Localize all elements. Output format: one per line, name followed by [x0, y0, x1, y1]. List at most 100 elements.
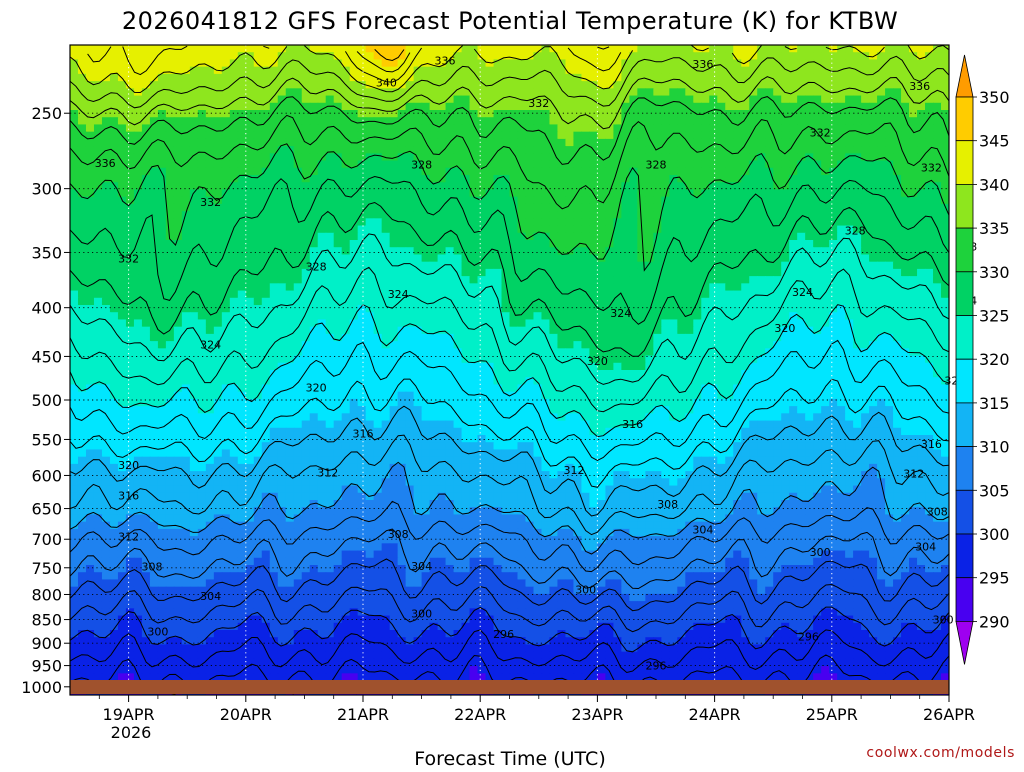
theta-cell: [421, 211, 431, 219]
theta-cell: [789, 95, 798, 104]
theta-cell: [933, 175, 942, 183]
theta-cell: [277, 240, 287, 248]
theta-cell: [477, 218, 487, 227]
theta-cell: [549, 117, 559, 126]
theta-cell: [597, 240, 606, 248]
theta-cell: [909, 355, 918, 364]
theta-cell: [661, 175, 670, 183]
theta-cell: [429, 290, 439, 299]
theta-cell: [629, 66, 638, 75]
theta-cell: [517, 268, 527, 277]
theta-cell: [485, 312, 495, 321]
theta-cell: [389, 88, 399, 97]
theta-cell: [677, 117, 686, 126]
theta-cell: [709, 102, 718, 111]
theta-cell: [349, 175, 359, 183]
theta-cell: [789, 348, 798, 357]
theta-cell: [333, 218, 343, 227]
theta-cell: [741, 297, 750, 306]
theta-cell: [533, 261, 543, 270]
theta-cell: [70, 232, 79, 241]
theta-cell: [317, 59, 327, 68]
theta-cell: [245, 276, 255, 284]
theta-cell: [333, 283, 343, 292]
theta-cell: [493, 225, 503, 234]
theta-cell: [701, 261, 710, 270]
theta-cell: [285, 370, 295, 378]
theta-cell: [125, 261, 135, 270]
theta-cell: [917, 102, 926, 111]
theta-cell: [589, 182, 598, 191]
theta-cell: [405, 196, 415, 205]
theta-cell: [173, 182, 183, 191]
theta-cell: [165, 341, 175, 349]
theta-cell: [909, 232, 918, 241]
theta-cell: [837, 88, 846, 97]
theta-cell: [165, 355, 175, 364]
theta-cell: [413, 240, 423, 248]
theta-cell: [325, 124, 335, 133]
theta-cell: [261, 153, 271, 162]
theta-cell: [493, 131, 503, 140]
theta-cell: [485, 52, 495, 61]
theta-cell: [813, 290, 822, 299]
theta-cell: [357, 167, 367, 176]
theta-cell: [901, 182, 910, 191]
theta-cell: [141, 131, 151, 140]
theta-cell: [909, 312, 918, 321]
theta-cell: [397, 110, 407, 118]
theta-cell: [661, 189, 670, 198]
theta-cell: [365, 211, 375, 219]
theta-cell: [621, 117, 630, 126]
theta-cell: [677, 189, 686, 198]
theta-cell: [549, 182, 559, 191]
theta-cell: [149, 362, 159, 371]
theta-cell: [573, 124, 583, 133]
theta-cell: [925, 312, 934, 321]
theta-cell: [917, 232, 926, 241]
theta-cell: [709, 247, 718, 256]
theta-cell: [229, 138, 239, 147]
theta-cell: [861, 247, 870, 256]
theta-cell: [461, 362, 471, 371]
theta-cell: [453, 146, 463, 154]
theta-cell: [293, 247, 303, 256]
theta-cell: [413, 261, 423, 270]
theta-cell: [653, 66, 662, 75]
theta-cell: [741, 261, 750, 270]
theta-cell: [293, 326, 303, 335]
theta-cell: [237, 305, 247, 313]
theta-cell: [845, 52, 854, 61]
theta-cell: [877, 167, 886, 176]
theta-cell: [309, 102, 319, 111]
theta-cell: [757, 52, 766, 61]
theta-cell: [373, 146, 383, 154]
theta-cell: [173, 102, 183, 111]
theta-cell: [453, 81, 463, 89]
theta-cell: [245, 348, 255, 357]
theta-cell: [677, 240, 686, 248]
theta-cell: [173, 319, 183, 328]
theta-cell: [133, 153, 143, 162]
theta-cell: [301, 276, 311, 284]
theta-cell: [749, 66, 758, 75]
theta-cell: [317, 189, 327, 198]
theta-cell: [813, 247, 822, 256]
theta-cell: [261, 81, 271, 89]
theta-cell: [165, 131, 175, 140]
theta-cell: [893, 124, 902, 133]
theta-cell: [829, 362, 838, 371]
theta-cell: [837, 240, 846, 248]
theta-cell: [645, 297, 654, 306]
theta-cell: [109, 102, 119, 111]
theta-cell: [493, 52, 503, 61]
theta-cell: [573, 333, 583, 342]
theta-cell: [517, 146, 527, 154]
theta-cell: [70, 175, 79, 183]
theta-cell: [469, 211, 479, 219]
theta-cell: [901, 160, 910, 169]
theta-cell: [125, 117, 135, 126]
theta-cell: [597, 211, 606, 219]
theta-cell: [885, 319, 894, 328]
theta-cell: [901, 95, 910, 104]
